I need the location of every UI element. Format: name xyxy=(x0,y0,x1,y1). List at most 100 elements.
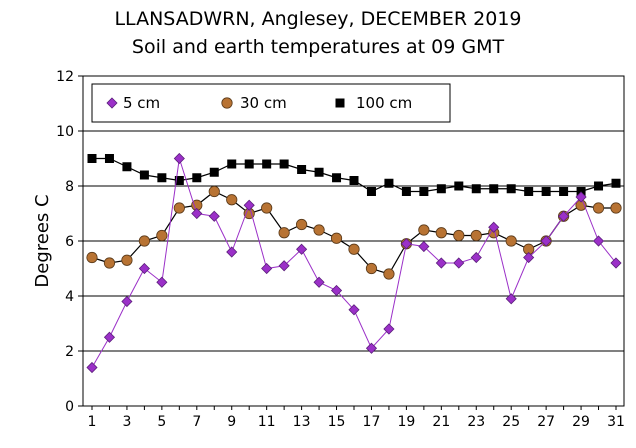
series-30-cm xyxy=(86,185,622,280)
data-point xyxy=(610,202,622,214)
ytick-label-12: 12 xyxy=(56,69,74,85)
data-point xyxy=(366,187,376,196)
data-point xyxy=(313,276,325,288)
xtick-label-31: 31 xyxy=(607,414,625,430)
xtick-label-13: 13 xyxy=(293,414,311,430)
data-point xyxy=(470,229,482,242)
legend-box xyxy=(91,83,451,123)
data-point xyxy=(489,184,499,194)
data-point xyxy=(297,165,307,174)
data-point xyxy=(157,173,167,183)
data-point xyxy=(384,178,394,188)
data-point xyxy=(314,167,324,177)
data-point xyxy=(383,268,395,280)
data-point xyxy=(419,187,429,196)
data-point xyxy=(209,167,219,177)
data-point xyxy=(261,202,273,214)
data-point xyxy=(103,257,116,269)
data-point xyxy=(122,162,132,172)
data-point xyxy=(558,210,570,222)
data-point xyxy=(296,243,308,255)
x-tick-labels: 1 3 5 7 9 11 13 15 17 19 21 23 25 27 29 31 xyxy=(88,414,625,430)
data-point xyxy=(156,276,168,288)
xtick-label-17: 17 xyxy=(363,414,381,430)
data-point xyxy=(104,154,114,163)
data-point xyxy=(278,260,290,272)
data-point xyxy=(86,251,98,264)
data-point xyxy=(191,207,203,220)
data-point xyxy=(506,184,516,194)
legend-marker-100-cm xyxy=(335,98,345,108)
data-point xyxy=(330,232,343,244)
data-point xyxy=(243,199,255,211)
data-point xyxy=(559,187,569,196)
xtick-label-11: 11 xyxy=(258,414,276,430)
data-point xyxy=(192,173,202,183)
data-point xyxy=(418,240,430,253)
data-point xyxy=(226,194,238,206)
data-point xyxy=(418,224,430,236)
ytick-label-6: 6 xyxy=(65,234,74,250)
data-point xyxy=(401,187,411,196)
data-point xyxy=(279,159,289,169)
chart-title: LLANSADWRN, Anglesey, DECEMBER 2019 xyxy=(114,8,522,30)
data-point xyxy=(524,187,534,196)
data-point xyxy=(594,181,604,191)
xtick-label-3: 3 xyxy=(122,414,131,430)
legend-label-5-cm: 5 cm xyxy=(123,94,160,112)
xtick-label-1: 1 xyxy=(88,414,97,430)
data-point xyxy=(295,218,308,231)
data-point xyxy=(208,210,220,222)
series-line xyxy=(91,190,616,275)
xtick-label-9: 9 xyxy=(227,414,236,430)
ytick-label-10: 10 xyxy=(56,124,74,140)
data-point xyxy=(435,257,447,269)
data-point xyxy=(156,229,168,242)
series-line xyxy=(92,157,617,193)
xtick-label-19: 19 xyxy=(397,414,415,430)
data-point xyxy=(139,170,149,180)
series-5-cm xyxy=(86,152,622,374)
series-layer xyxy=(86,152,622,374)
data-point xyxy=(471,184,481,194)
data-point xyxy=(611,178,621,188)
data-point xyxy=(208,185,220,198)
legend: 5 cm 30 cm 100 cm xyxy=(91,83,451,123)
xtick-label-29: 29 xyxy=(572,414,590,430)
data-point xyxy=(226,246,238,258)
xtick-label-7: 7 xyxy=(192,414,201,430)
data-point xyxy=(313,224,325,236)
data-point xyxy=(87,154,97,163)
data-point xyxy=(138,262,150,275)
data-point xyxy=(592,235,605,247)
series-line xyxy=(91,158,617,368)
data-point xyxy=(436,184,446,194)
legend-marker-30-cm xyxy=(221,97,233,109)
data-point xyxy=(365,262,378,275)
data-point xyxy=(505,235,517,247)
legend-label-100-cm: 100 cm xyxy=(356,94,412,112)
xtick-label-15: 15 xyxy=(328,414,346,430)
data-point xyxy=(541,187,551,196)
xtick-label-27: 27 xyxy=(537,414,555,430)
data-point xyxy=(400,238,412,250)
data-point xyxy=(173,152,185,165)
data-point xyxy=(453,257,465,269)
chart-subtitle: Soil and earth temperatures at 09 GMT xyxy=(131,36,505,58)
data-point xyxy=(138,235,150,247)
legend-label-30-cm: 30 cm xyxy=(240,94,287,112)
xtick-label-21: 21 xyxy=(432,414,450,430)
xtick-label-5: 5 xyxy=(157,414,166,430)
data-point xyxy=(330,284,343,297)
data-point xyxy=(435,227,447,239)
data-point xyxy=(365,342,378,354)
data-point xyxy=(173,202,185,214)
data-point xyxy=(453,229,465,242)
data-point xyxy=(488,221,500,233)
legend-marker-5-cm xyxy=(106,97,118,109)
data-point xyxy=(332,173,342,183)
grid-lines xyxy=(83,130,624,352)
ytick-label-0: 0 xyxy=(65,399,74,415)
xtick-label-25: 25 xyxy=(502,414,520,430)
data-point xyxy=(349,176,359,185)
